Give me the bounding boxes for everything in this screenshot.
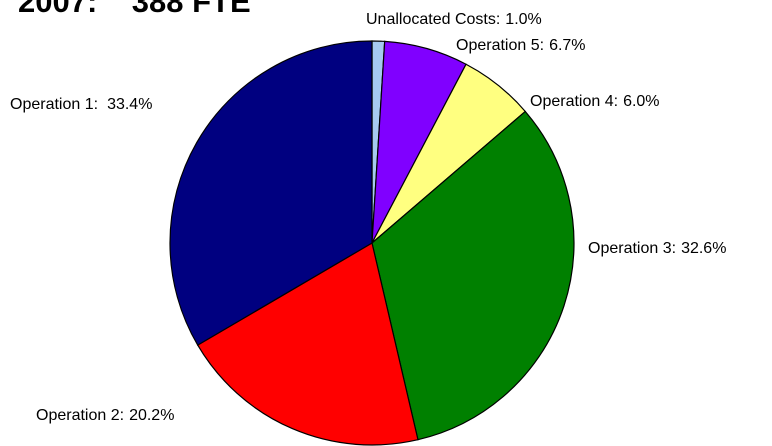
value-label: 6.7%	[549, 37, 585, 54]
slice-label: Operation 5: 6.7%	[456, 37, 586, 54]
slice-label: Operation 2: 20.2%	[36, 407, 174, 424]
pie-slice	[196, 242, 419, 446]
chart-title: 2007: 388 FTE	[18, 0, 251, 19]
category-label: Operation 2:	[36, 407, 124, 424]
value-label: 20.2%	[129, 407, 174, 424]
value-label: 6.0%	[623, 93, 659, 110]
slice-label: Unallocated Costs: 1.0%	[366, 11, 542, 28]
category-label: Operation 4:	[530, 93, 618, 110]
value-label: 1.0%	[505, 11, 541, 28]
category-label: Operation 1:	[10, 96, 98, 113]
pie-slice	[371, 110, 575, 441]
value-label: 32.6%	[681, 240, 726, 257]
slice-label: Operation 1: 33.4%	[10, 96, 152, 113]
value-label: 33.4%	[107, 96, 152, 113]
pie-slice	[169, 40, 373, 346]
slice-label: Operation 4: 6.0%	[530, 93, 660, 110]
category-label: Operation 5:	[456, 37, 544, 54]
category-label: Unallocated Costs:	[366, 11, 500, 28]
category-label: Operation 3:	[588, 240, 676, 257]
slice-label: Operation 3: 32.6%	[588, 240, 726, 257]
